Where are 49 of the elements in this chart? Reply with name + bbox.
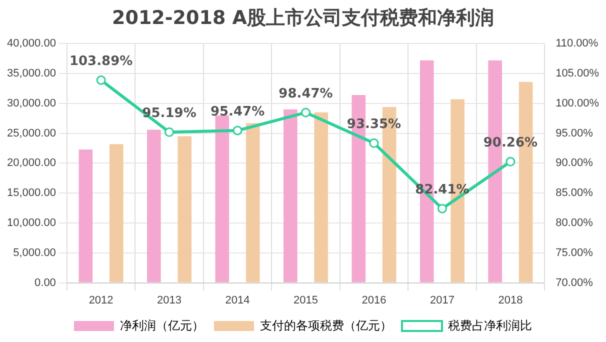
- y2-tick-label: 80.00%: [556, 217, 594, 230]
- x-tick-label: 2017: [430, 294, 454, 306]
- point: [506, 156, 516, 166]
- legend-label: 税费占净利润比: [448, 318, 532, 332]
- bar: [215, 115, 230, 282]
- point: [164, 127, 174, 137]
- legend-label: 支付的各项税费（亿元）: [260, 318, 392, 332]
- y2-tick-label: 75.00%: [556, 246, 594, 259]
- y2-tick-label: 85.00%: [556, 187, 594, 200]
- bar: [178, 136, 192, 282]
- y2-tick-label: 110.00%: [556, 38, 598, 50]
- bar: [147, 130, 161, 282]
- x-tick-label: 2018: [498, 294, 523, 306]
- y-tick-label: 20,000.00: [7, 157, 56, 170]
- point: [369, 138, 379, 148]
- bar: [246, 123, 260, 282]
- point: [232, 126, 242, 136]
- chart-title: 2012-2018 A股上市公司支付税费和净利润: [111, 6, 495, 31]
- legend-label: 净利润（亿元）: [120, 318, 204, 332]
- y-tick-label: 0.00: [34, 276, 56, 289]
- data-label: 103.89%: [69, 54, 133, 70]
- y-tick-label: 5,000.00: [13, 246, 56, 259]
- y-tick-label: 30,000.00: [7, 97, 56, 110]
- x-tick-label: 2016: [362, 294, 386, 306]
- y-tick-label: 25,000.00: [7, 127, 56, 140]
- y2-tick-label: 90.00%: [556, 157, 594, 170]
- y2-tick-label: 100.00%: [556, 97, 600, 110]
- y2-tick-label: 95.00%: [556, 127, 594, 140]
- y2-tick-label: 105.00%: [556, 68, 600, 80]
- data-label: 93.35%: [346, 117, 402, 132]
- y2-tick-label: 70.00%: [556, 276, 594, 289]
- x-tick-label: 2012: [88, 294, 114, 306]
- bar: [314, 112, 328, 282]
- bar: [78, 149, 93, 282]
- x-tick-label: 2013: [157, 294, 182, 306]
- bar: [109, 144, 124, 282]
- point: [301, 108, 311, 118]
- y-tick-label: 35,000.00: [7, 68, 56, 80]
- y-tick-label: 40,000.00: [7, 38, 56, 50]
- point: [437, 204, 447, 214]
- data-label: 95.47%: [210, 104, 265, 120]
- point: [96, 75, 106, 85]
- x-tick-label: 2015: [294, 294, 318, 306]
- y-tick-label: 15,000.00: [7, 187, 56, 200]
- data-label: 98.47%: [278, 86, 333, 102]
- data-label: 90.26%: [483, 136, 538, 151]
- bar: [283, 109, 298, 282]
- y-tick-label: 10,000.00: [7, 217, 56, 230]
- x-tick-label: 2014: [225, 294, 250, 306]
